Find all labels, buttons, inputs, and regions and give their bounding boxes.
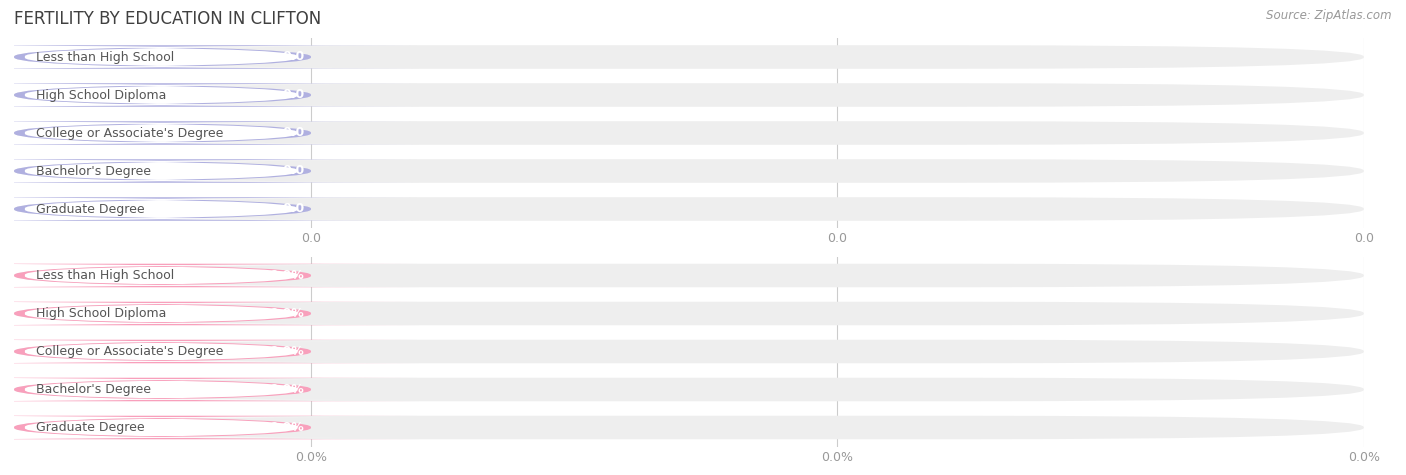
Text: 0.0: 0.0 [283,164,304,178]
Text: 0.0: 0.0 [283,202,304,216]
Text: 0.0%: 0.0% [270,269,304,282]
Text: 0.0%: 0.0% [270,383,304,396]
FancyBboxPatch shape [0,264,419,287]
Text: Source: ZipAtlas.com: Source: ZipAtlas.com [1267,10,1392,22]
Text: 0.0: 0.0 [283,88,304,102]
Text: Graduate Degree: Graduate Degree [35,421,145,434]
Text: 0.0: 0.0 [283,126,304,140]
FancyBboxPatch shape [14,416,1364,439]
FancyBboxPatch shape [0,123,363,143]
FancyBboxPatch shape [14,121,1364,145]
FancyBboxPatch shape [0,159,419,183]
FancyBboxPatch shape [0,197,419,221]
FancyBboxPatch shape [0,47,363,67]
FancyBboxPatch shape [14,340,1364,363]
Text: Bachelor's Degree: Bachelor's Degree [35,164,150,178]
FancyBboxPatch shape [0,416,419,439]
FancyBboxPatch shape [0,379,363,400]
FancyBboxPatch shape [14,83,1364,107]
FancyBboxPatch shape [0,199,363,219]
Text: 0.0: 0.0 [283,50,304,64]
Text: High School Diploma: High School Diploma [35,307,166,320]
FancyBboxPatch shape [0,121,419,145]
Text: Bachelor's Degree: Bachelor's Degree [35,383,150,396]
FancyBboxPatch shape [0,265,363,286]
FancyBboxPatch shape [0,302,419,325]
Text: 0.0%: 0.0% [270,345,304,358]
Text: High School Diploma: High School Diploma [35,88,166,102]
Text: FERTILITY BY EDUCATION IN CLIFTON: FERTILITY BY EDUCATION IN CLIFTON [14,10,322,28]
FancyBboxPatch shape [14,159,1364,183]
Text: College or Associate's Degree: College or Associate's Degree [35,126,224,140]
FancyBboxPatch shape [14,45,1364,69]
FancyBboxPatch shape [0,83,419,107]
FancyBboxPatch shape [0,341,363,362]
FancyBboxPatch shape [0,378,419,401]
FancyBboxPatch shape [0,161,363,181]
Text: College or Associate's Degree: College or Associate's Degree [35,345,224,358]
FancyBboxPatch shape [0,303,363,324]
FancyBboxPatch shape [0,85,363,105]
Text: 0.0%: 0.0% [270,421,304,434]
FancyBboxPatch shape [0,417,363,438]
FancyBboxPatch shape [14,302,1364,325]
FancyBboxPatch shape [14,197,1364,221]
FancyBboxPatch shape [0,45,419,69]
Text: Less than High School: Less than High School [35,50,174,64]
Text: 0.0%: 0.0% [270,307,304,320]
Text: Graduate Degree: Graduate Degree [35,202,145,216]
FancyBboxPatch shape [14,378,1364,401]
FancyBboxPatch shape [14,264,1364,287]
FancyBboxPatch shape [0,340,419,363]
Text: Less than High School: Less than High School [35,269,174,282]
